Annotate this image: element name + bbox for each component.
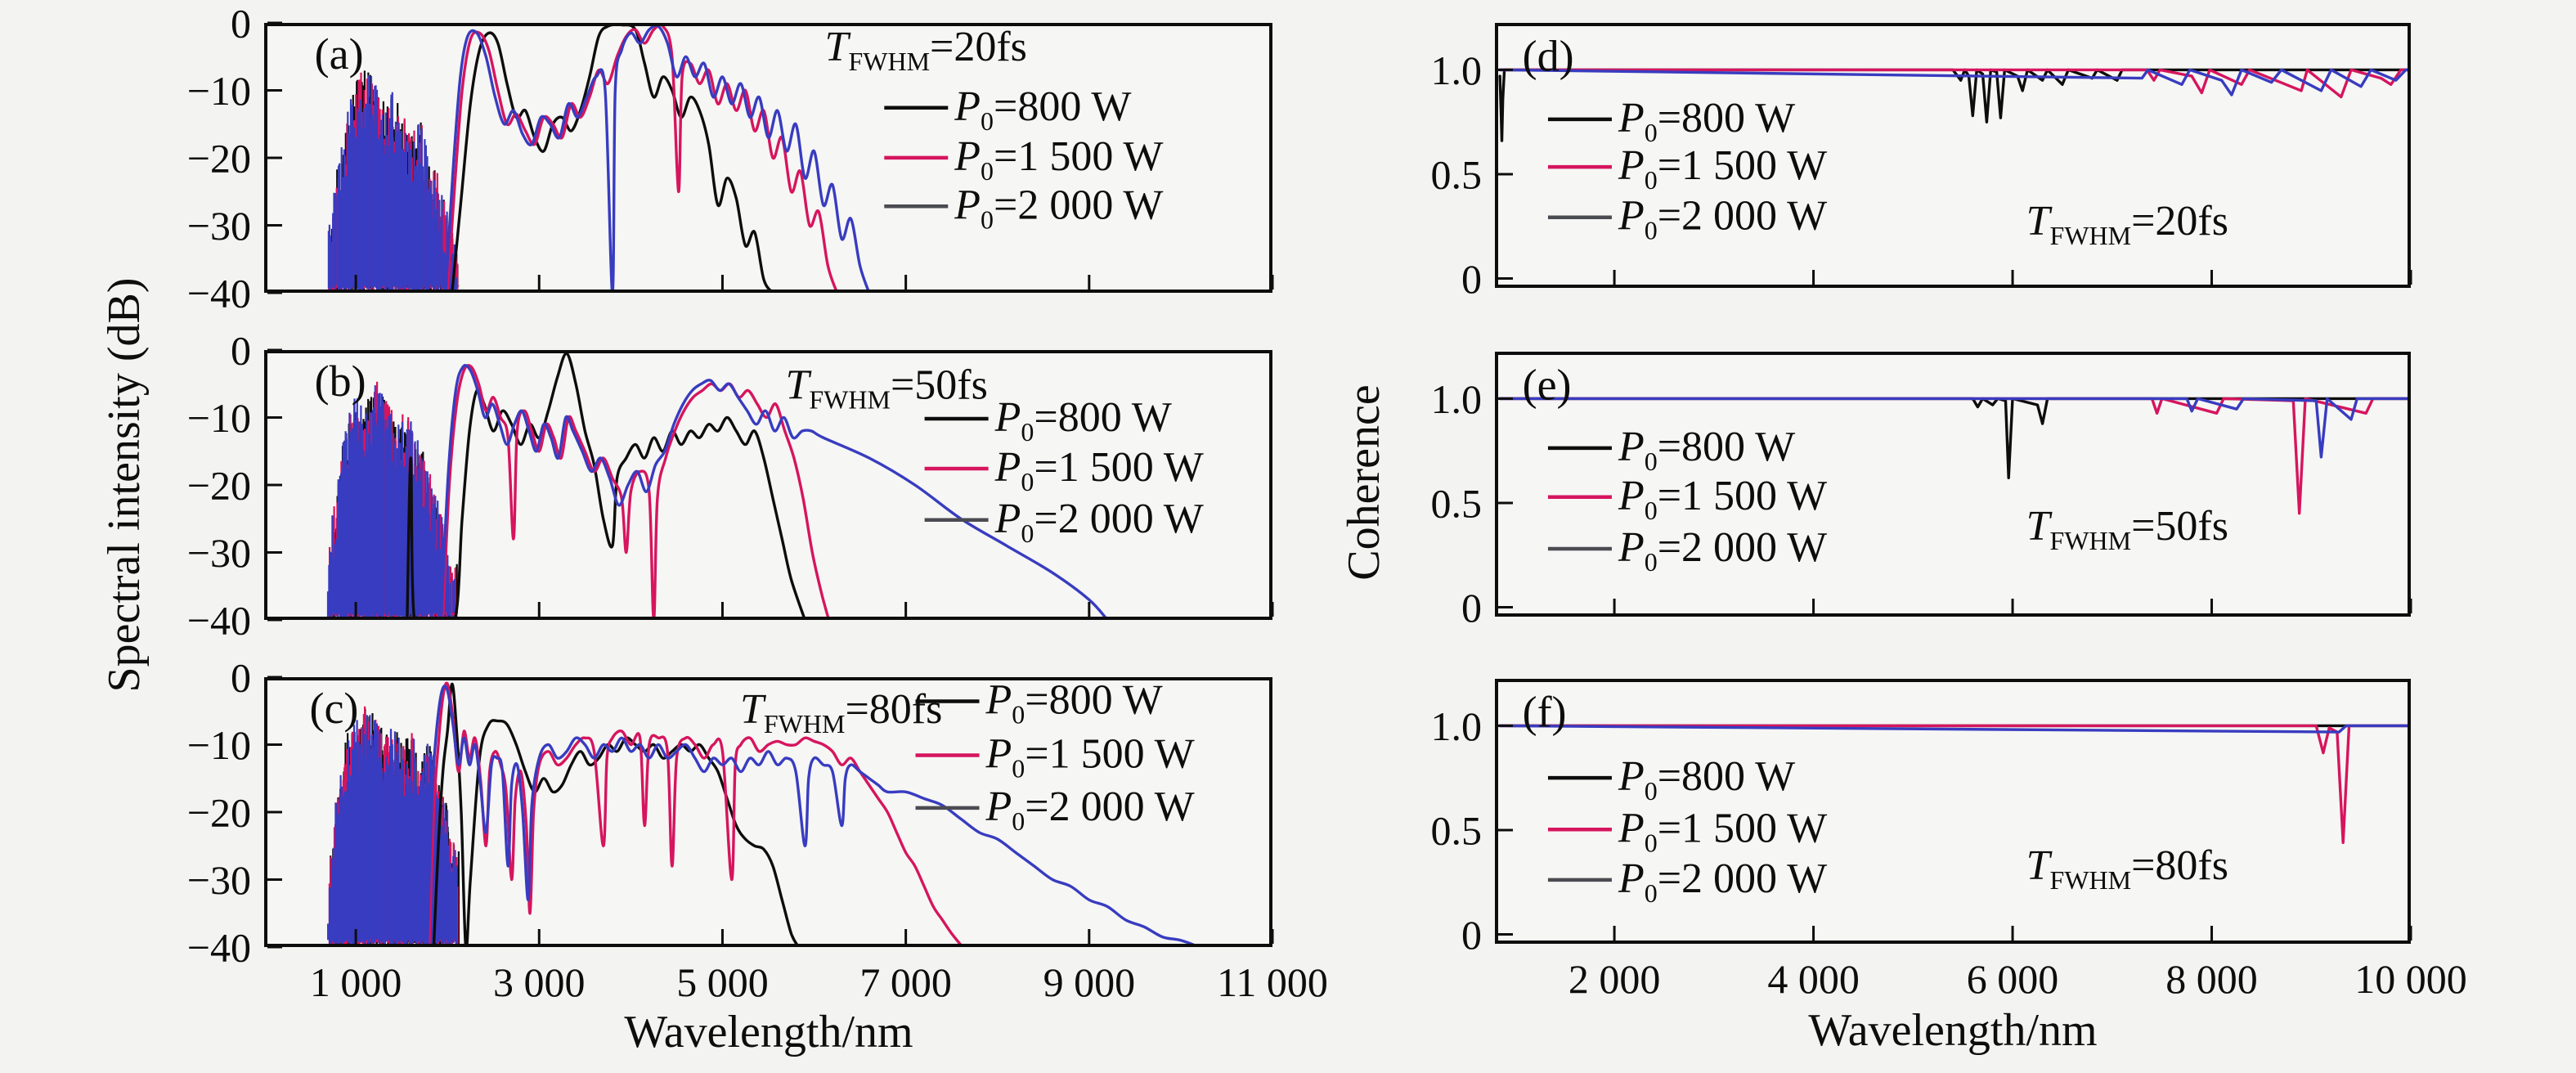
svg-text:0: 0 xyxy=(231,655,251,701)
left-y-axis-title: Spectral intensity (dB) xyxy=(99,277,150,693)
panel-d-plot: 1.0 0.5 0 (d) TFWHM=20fs P0=800 WP0=1 500 WP0… xyxy=(1431,23,2412,302)
left-x-axis-title: Wavelength/nm xyxy=(624,1007,913,1057)
svg-text:P0=800 W: P0=800 W xyxy=(1618,753,1795,806)
svg-text:P0=800 W: P0=800 W xyxy=(985,677,1163,730)
svg-text:−40: −40 xyxy=(187,925,251,971)
svg-text:9 000: 9 000 xyxy=(1043,959,1136,1005)
svg-text:0.5: 0.5 xyxy=(1431,807,1483,853)
svg-text:10 000: 10 000 xyxy=(2354,956,2467,1002)
svg-text:P0=1 500 W: P0=1 500 W xyxy=(1618,142,1827,195)
svg-text:0: 0 xyxy=(1461,585,1482,631)
svg-text:TFWHM=20fs: TFWHM=20fs xyxy=(825,24,1027,76)
svg-text:P0=2 000 W: P0=2 000 W xyxy=(994,496,1204,548)
panel-a-plot: 0 −10 −20 −30 −40 (a) TFWHM=20fs P0=800 WP0=1 5… xyxy=(187,1,1274,317)
svg-text:−30: −30 xyxy=(187,857,251,903)
svg-text:−30: −30 xyxy=(187,530,251,576)
svg-text:1.0: 1.0 xyxy=(1431,703,1483,749)
svg-text:5 000: 5 000 xyxy=(676,959,769,1005)
panel-c-plot: 0 −10 −20 −30 −40 1 000 3 000 5 000 7 000 9 000 11… xyxy=(187,655,1328,1006)
svg-text:TFWHM=50fs: TFWHM=50fs xyxy=(785,361,987,414)
svg-text:P0=1 500 W: P0=1 500 W xyxy=(994,444,1204,496)
svg-text:0: 0 xyxy=(231,328,251,374)
panel-f-plot: 1.0 0.5 0 2 000 4 000 6 000 8 000 10 000 (f) TFWH… xyxy=(1431,679,2467,1002)
svg-text:1 000: 1 000 xyxy=(310,959,402,1005)
svg-text:(d): (d) xyxy=(1523,31,1574,80)
svg-text:0: 0 xyxy=(1461,912,1482,958)
svg-text:0: 0 xyxy=(231,1,251,47)
right-y-axis-title: Coherence xyxy=(1339,384,1389,581)
svg-text:P0=800 W: P0=800 W xyxy=(1618,95,1795,147)
svg-text:2 000: 2 000 xyxy=(1568,956,1661,1002)
panel-e-plot: 1.0 0.5 0 (e) TFWHM=50fs P0=800 WP0=1 500 WP0… xyxy=(1431,352,2412,631)
svg-text:P0=800 W: P0=800 W xyxy=(994,394,1172,447)
svg-text:P0=2 000 W: P0=2 000 W xyxy=(1618,855,1827,908)
right-x-axis-title: Wavelength/nm xyxy=(1808,1005,2098,1056)
svg-text:(e): (e) xyxy=(1523,360,1572,409)
svg-text:TFWHM=80fs: TFWHM=80fs xyxy=(2026,842,2228,895)
svg-text:−30: −30 xyxy=(187,203,251,249)
svg-text:(a): (a) xyxy=(315,29,364,79)
svg-text:(f): (f) xyxy=(1523,687,1567,736)
svg-text:(c): (c) xyxy=(309,684,358,733)
svg-text:P0=800 W: P0=800 W xyxy=(1618,424,1795,476)
svg-text:(b): (b) xyxy=(315,357,366,406)
svg-text:0.5: 0.5 xyxy=(1431,151,1483,197)
svg-text:1.0: 1.0 xyxy=(1431,47,1483,93)
svg-text:−40: −40 xyxy=(187,598,251,644)
svg-text:0.5: 0.5 xyxy=(1431,480,1483,526)
svg-text:P0=2 000 W: P0=2 000 W xyxy=(954,182,1163,234)
svg-text:P0=2 000 W: P0=2 000 W xyxy=(1618,524,1827,577)
svg-text:6 000: 6 000 xyxy=(1967,956,2059,1002)
svg-text:8 000: 8 000 xyxy=(2165,956,2258,1002)
svg-text:0: 0 xyxy=(1461,256,1482,302)
svg-text:−20: −20 xyxy=(187,463,251,509)
svg-text:P0=1 500 W: P0=1 500 W xyxy=(954,133,1163,186)
svg-text:P0=800 W: P0=800 W xyxy=(954,83,1131,136)
svg-text:P0=1 500 W: P0=1 500 W xyxy=(985,731,1195,783)
svg-text:7 000: 7 000 xyxy=(859,959,952,1005)
svg-text:11 000: 11 000 xyxy=(1217,959,1328,1005)
svg-text:−10: −10 xyxy=(187,722,251,768)
svg-text:−10: −10 xyxy=(187,395,251,441)
svg-text:P0=1 500 W: P0=1 500 W xyxy=(1618,473,1827,525)
svg-text:−10: −10 xyxy=(187,68,251,114)
svg-text:TFWHM=50fs: TFWHM=50fs xyxy=(2026,503,2228,555)
svg-text:TFWHM=20fs: TFWHM=20fs xyxy=(2026,198,2228,250)
svg-text:−20: −20 xyxy=(187,136,251,182)
svg-text:−40: −40 xyxy=(187,271,251,317)
svg-text:P0=2 000 W: P0=2 000 W xyxy=(985,783,1195,836)
svg-text:4 000: 4 000 xyxy=(1767,956,1860,1002)
svg-text:TFWHM=80fs: TFWHM=80fs xyxy=(740,686,942,739)
svg-text:1.0: 1.0 xyxy=(1431,376,1483,422)
svg-text:P0=2 000 W: P0=2 000 W xyxy=(1618,193,1827,245)
svg-text:P0=1 500 W: P0=1 500 W xyxy=(1618,805,1827,857)
svg-text:−20: −20 xyxy=(187,790,251,836)
svg-text:3 000: 3 000 xyxy=(493,959,586,1005)
